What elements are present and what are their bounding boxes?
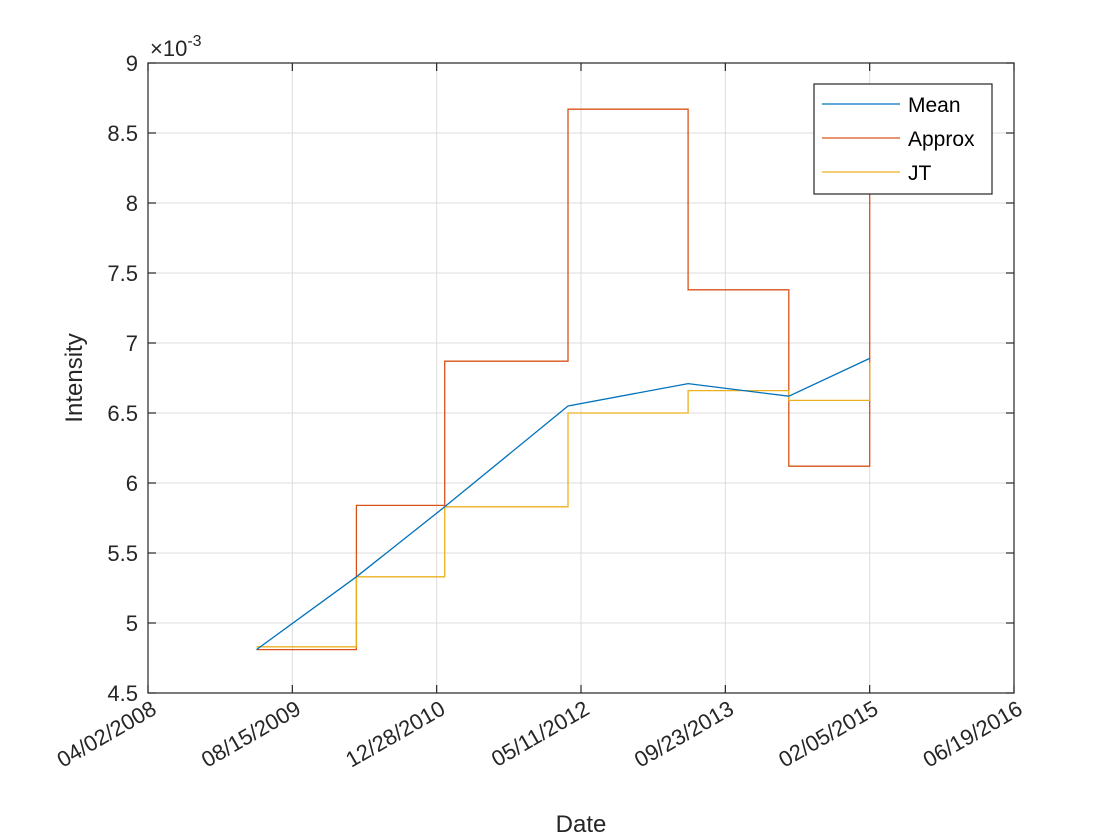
legend-box [813,83,993,195]
svg-text:×10-3: ×10-3 [150,33,202,61]
legend-label-approx: Approx [908,128,975,151]
y-tick-label: 6 [126,471,138,496]
y-tick-label: 5 [126,611,138,636]
y-tick-label: 7 [126,331,138,356]
y-exponent-power: -3 [187,33,201,50]
legend-label-mean: Mean [908,94,961,117]
y-exponent-base: ×10 [150,36,187,61]
y-tick-label: 5.5 [107,541,138,566]
legend-label-jt: JT [908,162,932,185]
series-line-mean [256,357,870,651]
y-exponent-label: ×10-3 [150,33,202,61]
y-tick-label: 4.5 [107,681,138,706]
y-axis-title: Intensity [61,333,88,422]
x-axis-title: Date [556,811,607,838]
series-line-approx [256,108,871,651]
y-tick-label: 7.5 [107,261,138,286]
y-tick-label: 8 [126,191,138,216]
y-tick-label: 9 [126,51,138,76]
series-layer [256,108,871,651]
y-tick-label: 6.5 [107,401,138,426]
y-tick-label: 8.5 [107,121,138,146]
legend: Mean Approx JT [813,83,993,195]
